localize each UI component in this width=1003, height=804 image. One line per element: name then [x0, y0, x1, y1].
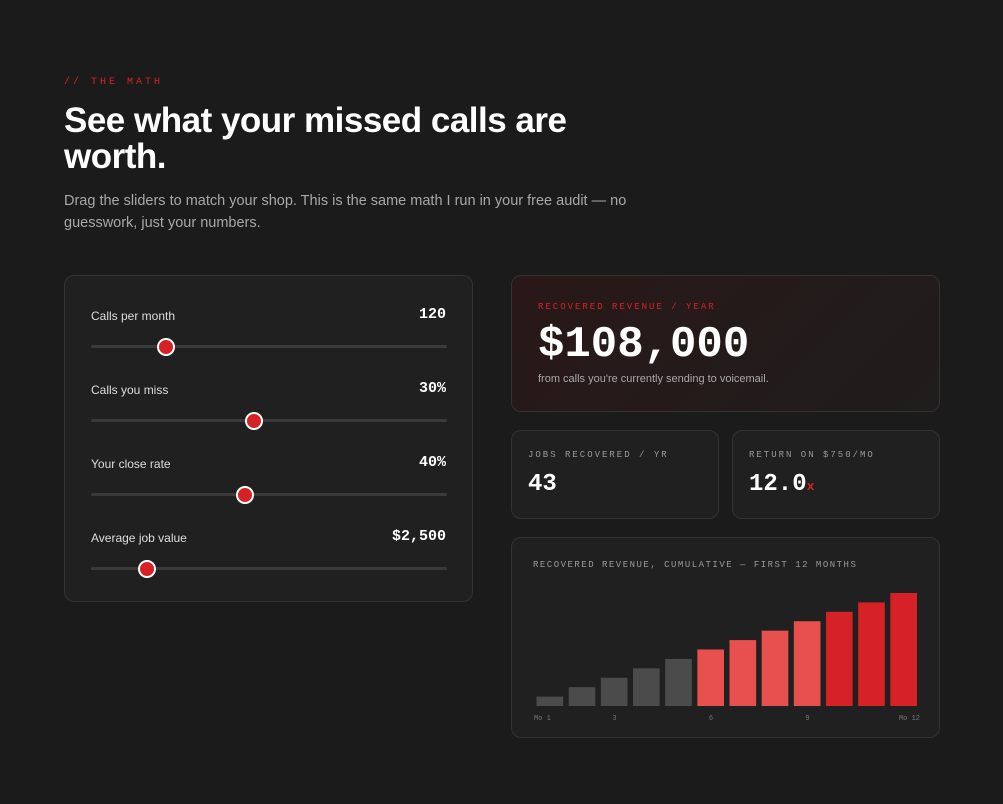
slider-value: $2,500: [391, 528, 446, 545]
bar: [633, 668, 660, 706]
subtitle: Drag the sliders to match your shop. Thi…: [64, 193, 627, 231]
bar: [600, 677, 628, 706]
bar: [697, 649, 724, 706]
label: JOBS RECOVERED / YR: [528, 450, 669, 460]
slider-label: Your close rate: [91, 457, 171, 471]
slider-thumb[interactable]: [244, 412, 263, 430]
slider-track[interactable]: [91, 419, 447, 422]
x-tick-label: 3: [612, 715, 616, 723]
roi-card: RETURN ON $750/MO 12.0x: [732, 430, 940, 519]
bar: [665, 658, 692, 706]
revenue-value: $108,000: [538, 320, 750, 370]
bar: [536, 696, 564, 706]
title: See what your missed calls are worth.: [64, 101, 567, 176]
x-tick-label: 9: [805, 715, 809, 723]
x-tick-label: Mo 12: [899, 715, 920, 723]
slider-thumb[interactable]: [137, 560, 156, 578]
chart-card: RECOVERED REVENUE, CUMULATIVE — FIRST 12…: [511, 537, 940, 738]
label: RETURN ON $750/MO: [749, 450, 875, 460]
slider-label: Average job value: [91, 531, 187, 545]
bar: [729, 640, 757, 706]
roi-number: 12.0: [749, 471, 807, 498]
slider-label: Calls you miss: [91, 383, 169, 397]
slider-track[interactable]: [91, 567, 447, 570]
bar: [826, 611, 853, 706]
label: RECOVERED REVENUE / YEAR: [538, 302, 716, 312]
x-tick-label: Mo 1: [534, 715, 551, 723]
slider-panel: Calls per month 120 Calls you miss 30% Your …: [64, 275, 473, 602]
x-tick-label: 6: [709, 715, 713, 723]
slider-track[interactable]: [91, 493, 447, 496]
roi-unit: x: [806, 479, 815, 494]
slider-value: 30%: [418, 380, 446, 397]
bar: [890, 593, 917, 706]
slider-thumb[interactable]: [157, 338, 176, 356]
bar: [858, 602, 885, 706]
slider-value: 40%: [418, 454, 446, 471]
chart-title: RECOVERED REVENUE, CUMULATIVE — FIRST 12…: [533, 560, 857, 570]
bar: [761, 630, 789, 706]
slider-value: 120: [418, 306, 446, 323]
revenue-card: RECOVERED REVENUE / YEAR $108,000 from c…: [511, 275, 940, 412]
note: from calls you're currently sending to v…: [538, 373, 769, 385]
jobs-value: 43: [528, 471, 557, 498]
bar: [793, 621, 821, 706]
chart: RECOVERED REVENUE, CUMULATIVE — FIRST 12…: [533, 560, 920, 723]
slider-thumb[interactable]: [235, 486, 254, 504]
slider-track[interactable]: [91, 345, 447, 348]
roi-value: 12.0x: [749, 471, 814, 498]
jobs-card: JOBS RECOVERED / YR 43: [511, 430, 719, 519]
slider-label: Calls per month: [91, 309, 176, 323]
eyebrow: // THE MATH: [64, 77, 164, 88]
bar: [568, 687, 596, 706]
